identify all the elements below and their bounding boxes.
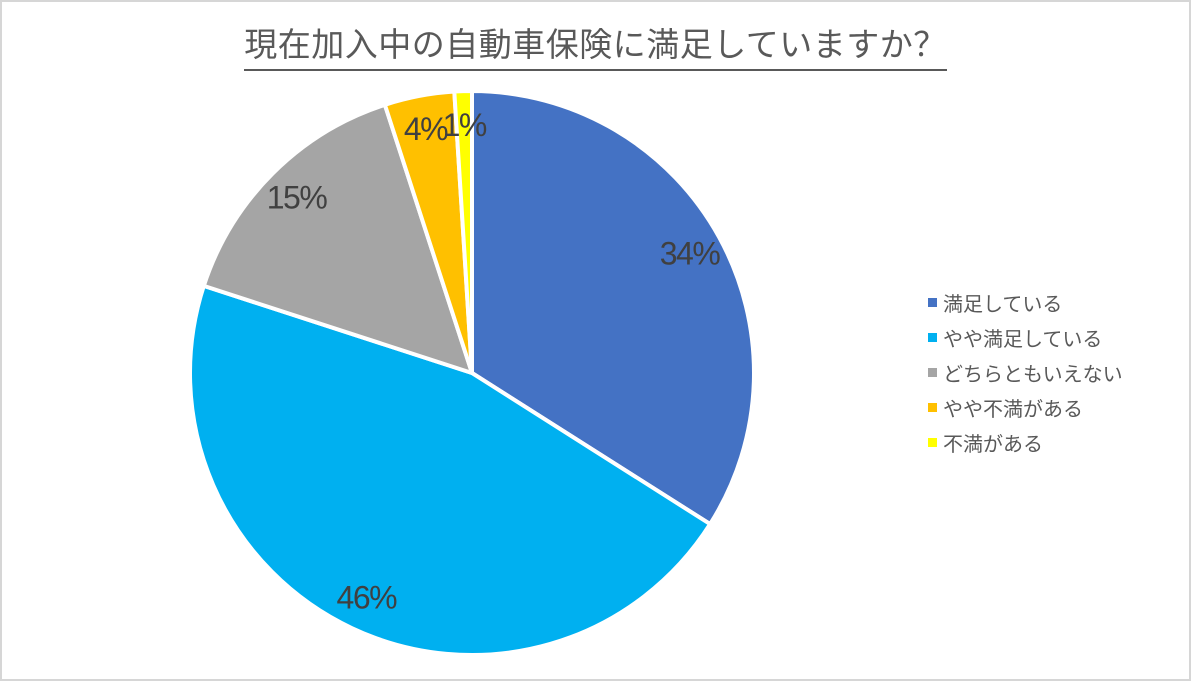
legend-label-4: 不満がある [943,434,1043,456]
pie-slice-1 [188,283,713,657]
slice-label-2: 15% [267,180,328,216]
legend-item-2: どちらともいえない [928,355,1123,390]
legend-item-0: 満足している [928,285,1123,320]
chart-title-text: 現在加入中の自動車保険に満足していますか？ [244,18,947,71]
legend-marker-2 [928,368,937,377]
legend-item-3: やや不満がある [928,390,1123,425]
legend-marker-1 [928,333,937,342]
slice-label-1: 46% [337,580,398,616]
legend-label-3: やや不満がある [943,399,1083,421]
legend-item-4: 不満がある [928,425,1123,460]
legend-item-1: やや満足している [928,320,1123,355]
pie-slice-4 [452,89,474,375]
legend-label-1: やや満足している [943,329,1103,351]
slice-label-3: 4% [404,111,448,147]
chart-title: 現在加入中の自動車保険に満足していますか？ [2,18,1189,71]
slice-label-4: 1% [443,107,487,143]
legend-marker-3 [928,403,937,412]
legend-label-2: どちらともいえない [943,364,1123,386]
legend-marker-0 [928,298,937,307]
slice-label-0: 34% [660,235,721,271]
legend: 満足しているやや満足している どちらともいえない やや不満がある 不満がある [928,285,1123,460]
legend-marker-4 [928,438,937,447]
legend-label-0: 満足している [943,294,1063,316]
